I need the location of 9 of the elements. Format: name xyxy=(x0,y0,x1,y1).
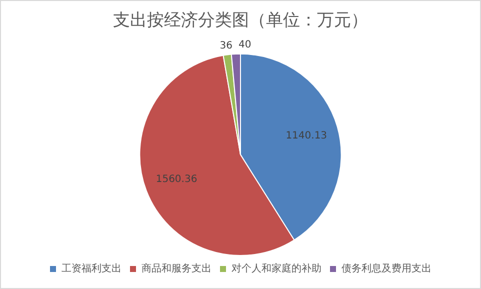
legend-label: 对个人和家庭的补助 xyxy=(232,262,322,275)
legend-label: 工资福利支出 xyxy=(62,262,122,275)
data-label: 40 xyxy=(238,40,252,51)
legend-label: 债务利息及费用支出 xyxy=(342,262,432,275)
chart-title: 支出按经济分类图（单位：万元） xyxy=(113,10,368,31)
legend-label: 商品和服务支出 xyxy=(142,262,212,275)
data-label: 36 xyxy=(220,40,232,52)
data-label: 1140.13 xyxy=(286,130,328,142)
data-label: 1560.36 xyxy=(156,174,198,185)
